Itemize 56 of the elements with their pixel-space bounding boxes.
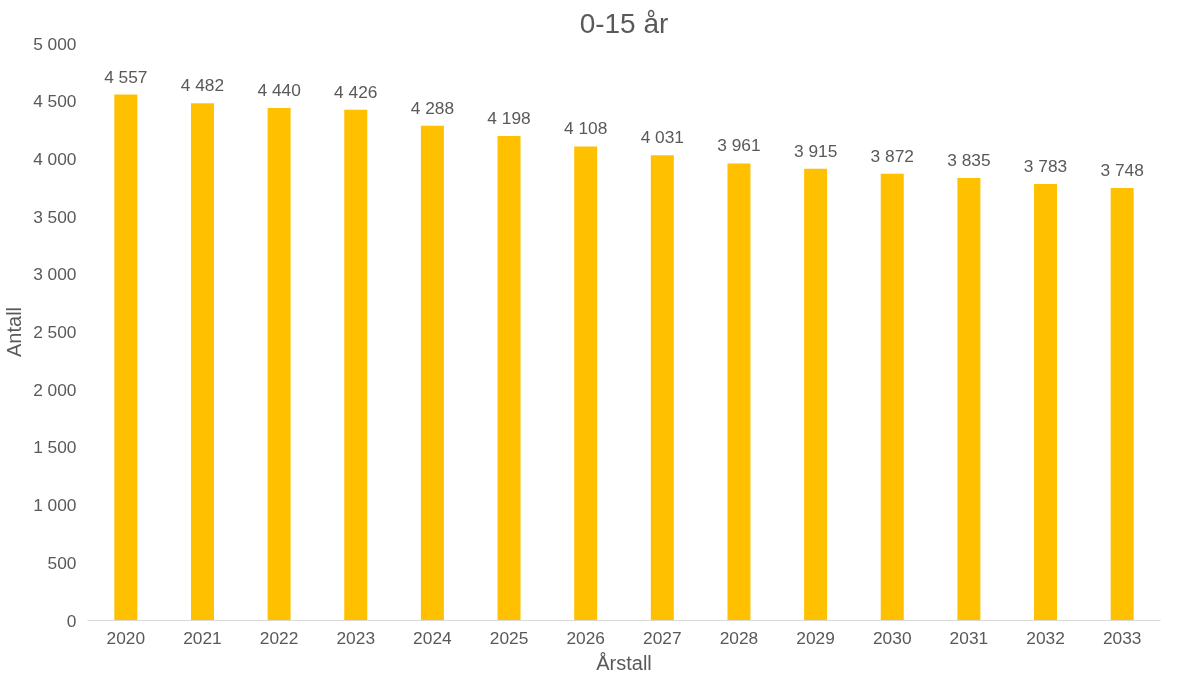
y-tick-label: 3 000 [33, 264, 77, 285]
x-tick-label: 2033 [1102, 627, 1142, 648]
y-tick-label: 2 000 [33, 379, 77, 400]
data-label: 3 748 [1100, 159, 1144, 180]
chart-title: 0-15 år [579, 7, 669, 39]
bar [344, 109, 368, 621]
bar [727, 163, 751, 621]
bar [574, 146, 598, 621]
x-tick-label: 2023 [336, 627, 376, 648]
bar [1034, 183, 1058, 621]
y-tick-label: 1 500 [33, 437, 77, 458]
data-label: 4 288 [410, 97, 455, 118]
bar [267, 108, 291, 621]
x-tick-label: 2021 [183, 627, 222, 648]
x-tick-label: 2031 [949, 627, 989, 648]
bar [804, 168, 828, 621]
data-label: 3 915 [793, 140, 838, 161]
x-tick-label: 2025 [489, 627, 529, 648]
data-label: 4 426 [334, 81, 378, 102]
data-label: 3 783 [1023, 155, 1068, 176]
x-tick-label: 2030 [872, 627, 912, 648]
bar [1110, 187, 1134, 621]
data-label: 4 031 [640, 127, 685, 148]
y-tick-label: 2 500 [33, 322, 77, 342]
x-tick-label: 2026 [566, 627, 605, 648]
x-tick-label: 2032 [1026, 627, 1065, 648]
x-axis-title: Årstall [596, 651, 652, 674]
x-tick-label: 2029 [796, 627, 835, 648]
bar [880, 173, 904, 621]
data-label: 3 961 [717, 135, 761, 156]
data-label: 4 557 [104, 66, 148, 87]
data-label: 4 482 [180, 75, 225, 96]
y-tick-label: 5 000 [33, 33, 77, 54]
data-label: 4 440 [257, 80, 301, 101]
x-tick-label: 2028 [719, 627, 759, 648]
y-tick-label: 500 [47, 552, 77, 573]
bar [957, 177, 981, 621]
bar [420, 125, 444, 621]
y-tick-label: 4 000 [33, 148, 77, 169]
data-label: 3 872 [870, 145, 914, 166]
x-tick-label: 2020 [106, 627, 146, 648]
y-tick-label: 1 000 [33, 495, 77, 516]
bar [497, 136, 521, 621]
bar [650, 155, 674, 621]
y-tick-label: 3 500 [33, 206, 77, 227]
bar [114, 94, 138, 621]
y-tick-label: 0 [66, 610, 77, 631]
x-tick-label: 2022 [259, 627, 299, 648]
bar [190, 103, 214, 621]
x-tick-label: 2027 [643, 627, 682, 648]
data-label: 4 108 [564, 118, 608, 139]
y-axis-title: Antall [3, 306, 26, 358]
x-tick-label: 2024 [413, 627, 453, 648]
data-label: 4 198 [487, 108, 531, 129]
data-label: 3 835 [947, 149, 991, 170]
y-tick-label: 4 500 [33, 91, 77, 112]
